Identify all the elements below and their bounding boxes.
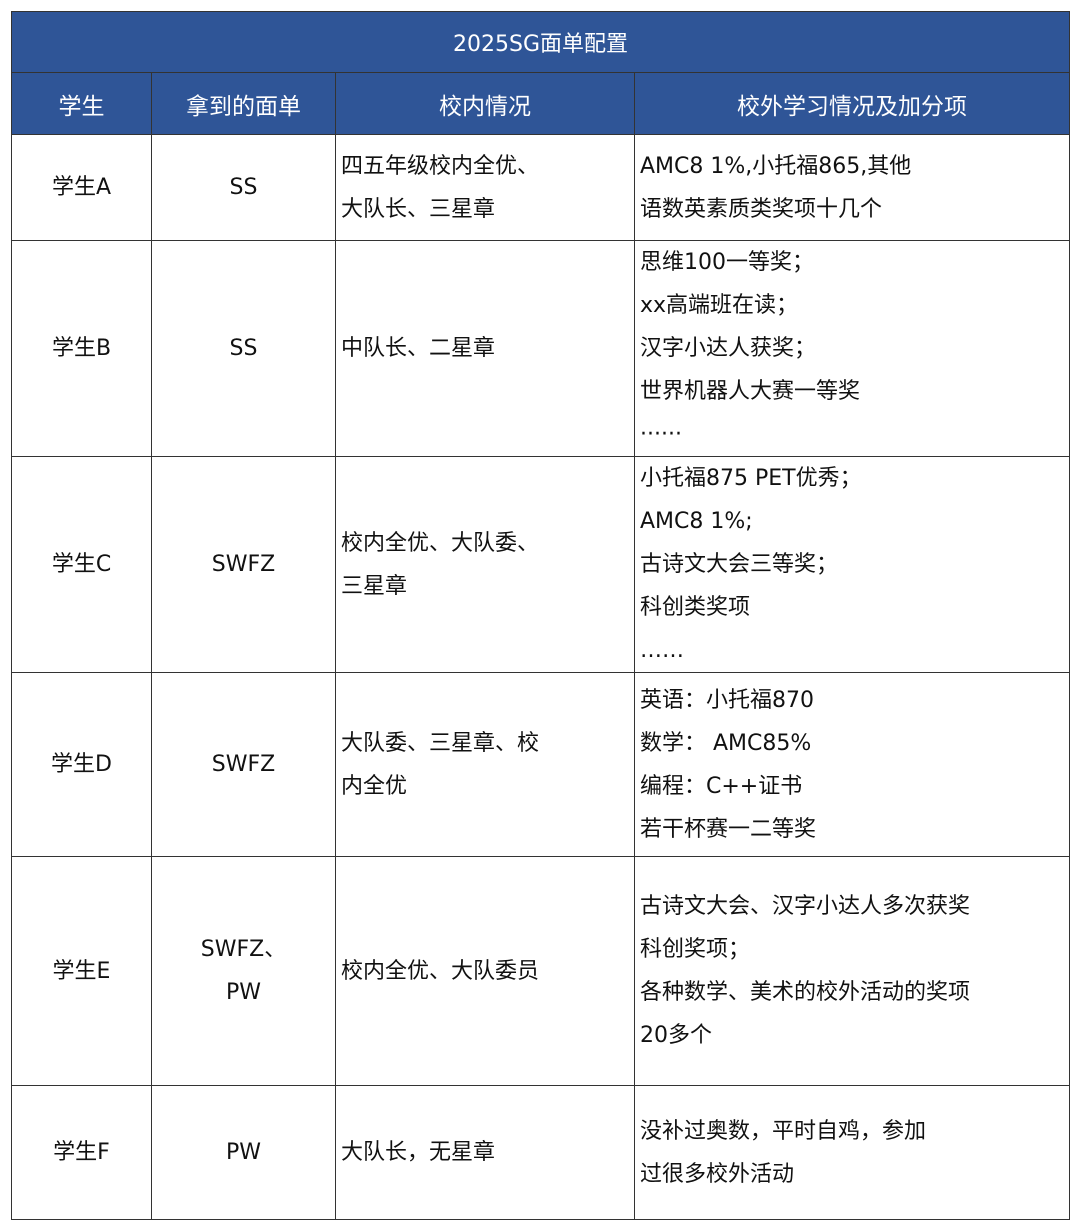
table-row: 学生F PW 大队长，无星章 没补过奥数，平时自鸡，参加 过很多校外活动 [11, 1085, 1071, 1220]
offer-cell: SWFZ [151, 672, 336, 857]
header-offer: 拿到的面单 [151, 72, 336, 135]
school-cell: 中队长、二星章 [335, 240, 635, 457]
outside-cell: 小托福875 PET优秀； AMC8 1%; 古诗文大会三等奖； 科创类奖项 …… [633, 456, 1071, 673]
school-cell: 大队长，无星章 [335, 1085, 635, 1220]
student-cell-line: 学生F [53, 1140, 110, 1165]
outside-cell-line: …… [640, 638, 684, 663]
outside-cell-line: 古诗文大会三等奖； [640, 552, 839, 577]
offer-cell-line: SS [229, 336, 258, 361]
outside-cell: AMC8 1%,小托福865,其他 语数英素质类奖项十几个 [633, 134, 1071, 241]
school-cell: 大队委、三星章、校 内全优 [335, 672, 635, 857]
offer-cell: SS [151, 134, 336, 241]
student-cell-line: 学生D [51, 752, 112, 777]
outside-cell-line: 没补过奥数，平时自鸡，参加 [640, 1118, 927, 1144]
offer-cell-line: PW [225, 1140, 262, 1165]
school-cell: 校内全优、大队委员 [335, 856, 635, 1086]
outside-cell-line: ······ [640, 422, 682, 447]
school-cell-line: 大队委、三星章、校 [341, 730, 540, 756]
outside-cell-line: 科创奖项； [640, 937, 751, 962]
outside-cell-line: AMC8 1%,小托福865,其他 [640, 153, 912, 179]
header-student: 学生 [11, 72, 152, 135]
table-title: 2025SG面单配置 [10, 11, 1071, 73]
outside-cell: 古诗文大会、汉字小达人多次获奖 科创奖项； 各种数学、美术的校外活动的奖项 20多个 [633, 856, 1071, 1086]
outside-cell-line: 过很多校外活动 [640, 1161, 795, 1187]
outside-cell-line: 语数英素质类奖项十几个 [640, 196, 883, 222]
outside-cell-line: 古诗文大会、汉字小达人多次获奖 [640, 894, 971, 919]
outside-cell-line: AMC8 1%; [640, 509, 753, 534]
offer-cell-line: SWFZ [211, 752, 276, 777]
offer-cell-line: SWFZ、 [200, 937, 287, 962]
table-body: 学生A SS 四五年级校内全优、 大队长、三星章 AMC8 1%,小托福865,其他 语数… [11, 134, 1071, 1220]
student-cell: 学生A [11, 134, 152, 241]
school-cell-line: 三星章 [341, 573, 408, 599]
outside-cell-line: 汉字小达人获奖； [640, 336, 817, 361]
student-cell-line: 学生A [51, 175, 112, 200]
outside-cell: 没补过奥数，平时自鸡，参加 过很多校外活动 [633, 1085, 1071, 1220]
outside-cell: 英语：小托福870 数学： AMC85% 编程：C++证书 若干杯赛一二等奖 [633, 672, 1071, 857]
student-cell: 学生F [11, 1085, 152, 1220]
outside-cell-line: 思维100一等奖； [640, 250, 814, 275]
outside-cell-line: 各种数学、美术的校外活动的奖项 [640, 980, 971, 1005]
offer-cell-line: SS [229, 175, 258, 200]
outside-cell-line: 20多个 [640, 1023, 712, 1048]
outside-cell: 思维100一等奖； xx高端班在读； 汉字小达人获奖； 世界机器人大赛一等奖 ·····… [633, 240, 1071, 457]
offer-cell: SWFZ、 PW [151, 856, 336, 1086]
header-school: 校内情况 [335, 72, 635, 135]
student-cell: 学生B [11, 240, 152, 457]
offer-cell-line: SWFZ [211, 552, 276, 577]
offer-cell-line: PW [225, 980, 262, 1005]
offer-cell: PW [151, 1085, 336, 1220]
outside-cell-line: 若干杯赛一二等奖 [640, 816, 817, 842]
school-cell: 校内全优、大队委、 三星章 [335, 456, 635, 673]
school-cell-line: 校内全优、大队委、 [341, 530, 540, 556]
school-cell-line: 大队长，无星章 [341, 1140, 496, 1165]
offer-cell: SS [151, 240, 336, 457]
table-row: 学生A SS 四五年级校内全优、 大队长、三星章 AMC8 1%,小托福865,其他 语数… [11, 134, 1071, 241]
student-cell-line: 学生B [51, 336, 112, 361]
outside-cell-line: 编程：C++证书 [640, 773, 803, 799]
student-cell: 学生E [11, 856, 152, 1086]
school-cell-line: 内全优 [341, 773, 408, 799]
offer-cell: SWFZ [151, 456, 336, 673]
table-row: 学生D SWFZ 大队委、三星章、校 内全优 英语：小托福870 数学： AMC85% 编程… [11, 672, 1071, 857]
student-cell-line: 学生E [52, 958, 111, 984]
header-outside: 校外学习情况及加分项 [633, 72, 1071, 135]
school-cell-line: 中队长、二星章 [341, 336, 496, 361]
outside-cell-line: 数学： AMC85% [640, 730, 812, 756]
offer-table: 2025SG面单配置 学生 拿到的面单 校内情况 校外学习情况及加分项 学生A S… [10, 11, 1071, 1220]
school-cell-line: 校内全优、大队委员 [341, 958, 540, 984]
student-cell-line: 学生C [51, 552, 112, 577]
table-row: 学生C SWFZ 校内全优、大队委、 三星章 小托福875 PET优秀； AMC8 1%;… [11, 456, 1071, 673]
school-cell: 四五年级校内全优、 大队长、三星章 [335, 134, 635, 241]
school-cell-line: 大队长、三星章 [341, 196, 496, 222]
student-cell: 学生C [11, 456, 152, 673]
outside-cell-line: xx高端班在读； [640, 293, 799, 318]
table-row: 学生B SS 中队长、二星章 思维100一等奖； xx高端班在读； 汉字小达人获奖； 世界机… [11, 240, 1071, 457]
outside-cell-line: 英语：小托福870 [640, 687, 814, 713]
student-cell: 学生D [11, 672, 152, 857]
school-cell-line: 四五年级校内全优、 [341, 153, 540, 179]
outside-cell-line: 世界机器人大赛一等奖 [640, 379, 861, 404]
table-row: 学生E SWFZ、 PW 校内全优、大队委员 古诗文大会、汉字小达人多次获奖 科创奖项； 各… [11, 856, 1071, 1086]
outside-cell-line: 科创类奖项 [640, 595, 751, 620]
outside-cell-line: 小托福875 PET优秀； [640, 466, 862, 491]
